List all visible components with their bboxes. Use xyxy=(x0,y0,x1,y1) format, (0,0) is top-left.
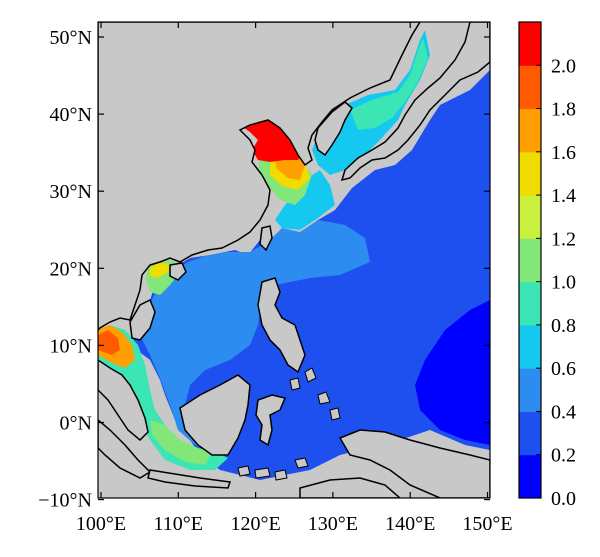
colorbar-segment xyxy=(519,411,541,456)
y-tick-label: 50°N xyxy=(50,27,92,49)
colorbar-tick-label: 0.0 xyxy=(551,488,576,510)
colorbar-segment xyxy=(519,324,541,369)
x-tick-label: 140°E xyxy=(385,513,435,535)
small-islands xyxy=(237,367,341,481)
colorbar-tick-label: 0.8 xyxy=(551,315,576,337)
y-tick-label: 10°N xyxy=(50,335,92,357)
colorbar-segment xyxy=(519,281,541,326)
map-area xyxy=(98,22,490,498)
x-tick-label: 130°E xyxy=(308,513,358,535)
x-tick-label: 150°E xyxy=(462,513,512,535)
y-axis: 50°N 40°N 30°N 20°N 10°N 0°N −10°N xyxy=(38,27,490,512)
land-java xyxy=(147,469,231,489)
colorbar-segment xyxy=(519,22,541,66)
colorbar: 2.0 1.8 1.6 1.4 1.2 1.0 0.8 0.6 0.4 0.2 0.0 xyxy=(518,21,576,510)
colorbar-segment xyxy=(519,368,541,412)
ocean-java-sea-08 xyxy=(150,420,212,465)
colorbar-tick-label: 1.2 xyxy=(551,228,576,250)
land-australia xyxy=(299,477,402,498)
colorbar-segment xyxy=(519,195,541,239)
colorbar-tick-label: 1.8 xyxy=(551,99,576,121)
y-tick-label: 30°N xyxy=(50,181,92,203)
colorbar-tick-label: 0.2 xyxy=(551,445,576,467)
map-frame xyxy=(97,21,491,499)
y-tick-label: 20°N xyxy=(50,258,92,280)
colorbar-segment xyxy=(519,65,541,110)
land-japan xyxy=(340,22,490,182)
land-sulawesi xyxy=(255,394,287,447)
colorbar-tick-label: 1.6 xyxy=(551,142,576,164)
land-korea xyxy=(314,101,353,157)
colorbar-segment xyxy=(519,238,541,283)
colorbar-tick-label: 0.6 xyxy=(551,358,576,380)
land-asia xyxy=(98,22,421,332)
colorbar-border xyxy=(518,21,542,499)
ocean-yellow-sea-10 xyxy=(350,38,428,130)
land-borneo xyxy=(179,374,251,456)
land-philippines xyxy=(257,277,306,374)
x-tick-label: 100°E xyxy=(76,513,126,535)
y-tick-label: −10°N xyxy=(38,490,92,512)
y-tick-label: 40°N xyxy=(50,104,92,126)
x-tick-label: 120°E xyxy=(230,513,280,535)
colorbar-tick-label: 1.4 xyxy=(551,185,576,207)
ocean-gulf-tonkin-inner xyxy=(150,262,170,278)
ocean-shelf-04 xyxy=(140,220,370,455)
ocean-east-china-sea-06 xyxy=(275,170,335,230)
ocean-deep xyxy=(415,300,490,445)
colorbar-tick-label: 0.4 xyxy=(551,401,576,423)
colorbar-tick-label: 1.0 xyxy=(551,272,576,294)
land-taiwan xyxy=(259,225,273,252)
colorbar-segment xyxy=(519,151,541,196)
colorbar-tick-label: 2.0 xyxy=(551,55,576,77)
y-tick-label: 0°N xyxy=(60,413,92,435)
land-hainan xyxy=(169,262,187,281)
land-sumatra xyxy=(98,419,152,479)
colorbar-segment xyxy=(519,454,541,499)
land-vietnam-south xyxy=(129,298,156,341)
x-axis: 100°E 110°E 120°E 130°E 140°E 150°E xyxy=(76,22,513,535)
ocean-bohai-red xyxy=(240,112,305,162)
land-indochina xyxy=(98,359,149,442)
ocean-gulf-thailand-18 xyxy=(98,330,120,355)
x-tick-label: 110°E xyxy=(154,513,203,535)
colorbar-segment xyxy=(519,108,541,153)
land-new-guinea xyxy=(338,429,490,498)
